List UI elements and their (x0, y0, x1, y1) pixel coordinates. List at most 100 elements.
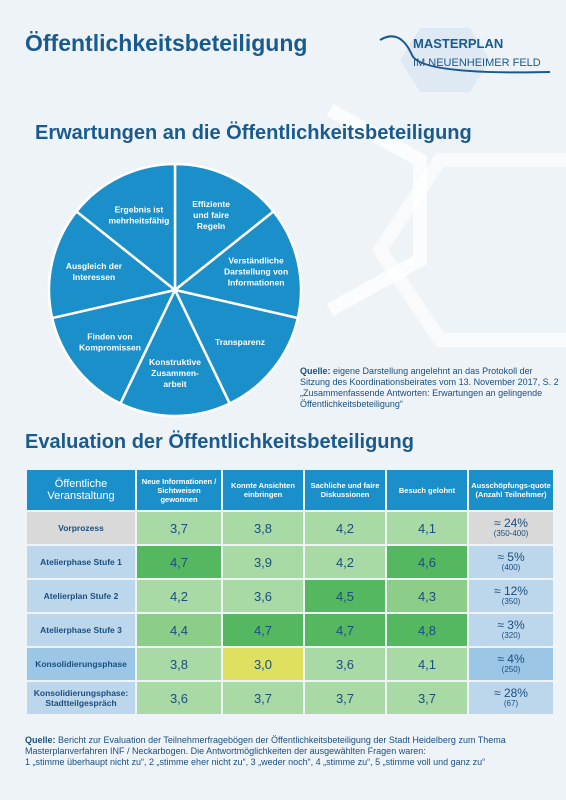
quota-detail: (400) (501, 563, 521, 573)
score-cell: 4,7 (137, 546, 221, 578)
header-row: Öffentliche Veranstaltung Neue Informatio… (27, 470, 553, 510)
scale-text: 1 „stimme überhaupt nicht zu“, 2 „stimme… (25, 757, 486, 767)
column-header: Konnte Ansichten einbringen (223, 470, 303, 510)
quota: ≈ 12% (494, 584, 528, 598)
score-cell: 4,3 (387, 580, 467, 612)
column-header: Öffentliche Veranstaltung (27, 470, 135, 510)
section-title: Erwartungen an die Öffentlichkeitsbeteil… (35, 122, 472, 144)
column-header: Ausschöpfungs-quote (Anzahl Teilnehmer) (469, 470, 553, 510)
column-header: Neue Informationen / Sichtweisen gewonne… (137, 470, 221, 510)
segment-label: Interessen (73, 272, 116, 282)
segment-label: und faire (193, 210, 229, 220)
row-label: Atelierphase Stufe 3 (27, 614, 135, 646)
table-row: Konsolidierungsphase: Stadtteilgespräch 3… (27, 682, 553, 714)
page-title: Öffentlichkeitsbeteiligung (25, 30, 308, 56)
segment-label: Kompromissen (79, 342, 141, 352)
score-cell: 3,7 (137, 512, 221, 544)
footer-note: Quelle: Bericht zur Evaluation der Teiln… (25, 735, 545, 768)
quota-cell: ≈ 12% (350) (469, 580, 553, 612)
segment-label: Transparenz (215, 337, 265, 347)
score-cell: 4,5 (305, 580, 385, 612)
pie-segment (50, 288, 178, 406)
quota-detail: (67) (503, 699, 519, 709)
row-label: Vorprozess (27, 512, 135, 544)
score-cell: 3,7 (305, 682, 385, 714)
quota-detail: (320) (501, 631, 521, 641)
score-cell: 3,6 (305, 648, 385, 680)
segment-label: Ergebnis ist (115, 205, 164, 215)
segment-label: mehrheitsfähig (108, 216, 169, 226)
source-label: Quelle: (25, 735, 56, 745)
segment-label: Regeln (197, 221, 225, 231)
logo-swoosh (379, 35, 551, 74)
evaluation-table: Öffentliche Veranstaltung Neue Informatio… (25, 468, 555, 716)
source-label: Quelle: (300, 366, 331, 376)
score-cell: 4,2 (305, 512, 385, 544)
pie-segment (74, 162, 177, 293)
pie-segment (47, 209, 178, 320)
score-cell: 4,1 (387, 512, 467, 544)
table-row: Vorprozess 3,7 3,8 4,2 4,1 ≈ 24% (350-400) (27, 512, 553, 544)
pie-segment (172, 288, 300, 406)
table-row: Atelierphase Stufe 1 4,7 3,9 4,2 4,6 ≈ 5% (400… (27, 546, 553, 578)
segment-label: Informationen (228, 277, 285, 287)
quota-cell: ≈ 5% (400) (469, 546, 553, 578)
score-cell: 4,8 (387, 614, 467, 646)
score-cell: 3,8 (137, 648, 221, 680)
quota: ≈ 3% (497, 618, 525, 632)
source-note: Quelle: eigene Darstellung angelehnt an … (300, 366, 565, 410)
quota: ≈ 4% (497, 652, 525, 666)
segment-label: arbeit (163, 379, 186, 389)
segment-label: Effiziente (192, 199, 230, 209)
score-cell: 4,4 (137, 614, 221, 646)
score-cell: 3,7 (387, 682, 467, 714)
segment-label: Zusammen- (151, 368, 199, 378)
segment-label: Finden von (87, 331, 132, 341)
segment-label: Verständliche (228, 255, 284, 265)
quota-detail: (350) (501, 597, 521, 607)
row-label: Atelierplan Stufe 2 (27, 580, 135, 612)
source-text: Bericht zur Evaluation der Teilnehmerfra… (25, 735, 506, 756)
row-label: Konsolidierungsphase (27, 648, 135, 680)
score-cell: 4,7 (223, 614, 303, 646)
source-text: eigene Darstellung angelehnt an das Prot… (300, 366, 559, 409)
score-cell: 4,2 (305, 546, 385, 578)
pie-segment (172, 209, 303, 320)
quota-cell: ≈ 3% (320) (469, 614, 553, 646)
quota: ≈ 5% (497, 550, 525, 564)
score-cell: 3,9 (223, 546, 303, 578)
logo-line1: MASTERPLAN (413, 36, 503, 51)
column-header: Sachliche und faire Diskussionen (305, 470, 385, 510)
pie-segment (173, 162, 276, 293)
logo-hexagon (400, 28, 490, 92)
score-cell: 4,6 (387, 546, 467, 578)
score-cell: 3,0 (223, 648, 303, 680)
table-row: Konsolidierungsphase 3,8 3,0 3,6 4,1 ≈ 4% (250… (27, 648, 553, 680)
segment-label: Ausgleich der (66, 261, 123, 271)
decor-hexagon (371, 153, 566, 347)
quota-cell: ≈ 4% (250) (469, 648, 553, 680)
score-cell: 4,7 (305, 614, 385, 646)
row-label: Konsolidierungsphase: Stadtteilgespräch (27, 682, 135, 714)
segment-label: Darstellung von (224, 266, 288, 276)
quota-cell: ≈ 24% (350-400) (469, 512, 553, 544)
table-row: Atelierphase Stufe 3 4,4 4,7 4,7 4,8 ≈ 3% (320… (27, 614, 553, 646)
score-cell: 3,6 (223, 580, 303, 612)
quota-detail: (250) (501, 665, 521, 675)
quota-detail: (350-400) (493, 529, 529, 539)
quota: ≈ 24% (494, 516, 528, 530)
score-cell: 3,7 (223, 682, 303, 714)
score-cell: 4,2 (137, 580, 221, 612)
decor-hexagon (326, 103, 427, 317)
pie-segment (118, 287, 232, 418)
quota-cell: ≈ 28% (67) (469, 682, 553, 714)
column-header: Besuch gelohnt (387, 470, 467, 510)
quota: ≈ 28% (494, 686, 528, 700)
row-label: Atelierphase Stufe 1 (27, 546, 135, 578)
section-title: Evaluation der Öffentlichkeitsbeteiligun… (25, 431, 414, 453)
score-cell: 4,1 (387, 648, 467, 680)
score-cell: 3,8 (223, 512, 303, 544)
